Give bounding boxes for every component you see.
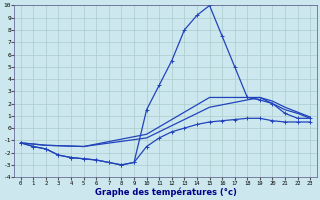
X-axis label: Graphe des températures (°c): Graphe des températures (°c) <box>94 187 236 197</box>
